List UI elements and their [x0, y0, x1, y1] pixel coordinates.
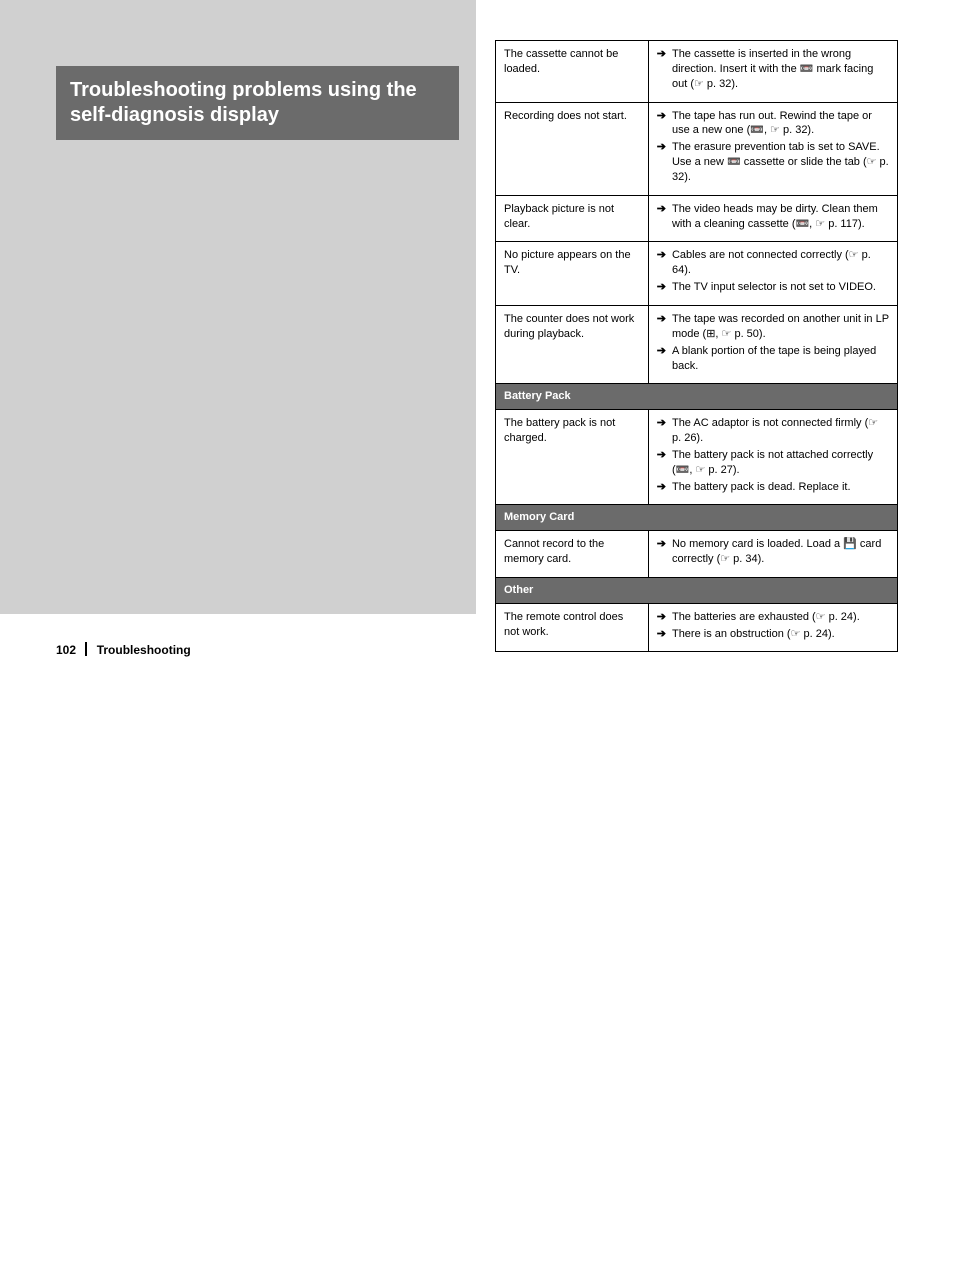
cause-text: The tape was recorded on another unit in… — [672, 312, 889, 342]
arrow-icon: ➔ — [657, 202, 666, 232]
right-diagnosis-table: The cassette cannot be loaded. ➔ The cas… — [495, 40, 898, 652]
cause-text: The TV input selector is not set to VIDE… — [672, 280, 889, 295]
arrow-icon: ➔ — [657, 47, 666, 92]
table-group-header: Battery Pack — [496, 384, 898, 410]
cause-text: The cassette is inserted in the wrong di… — [672, 47, 889, 92]
arrow-icon: ➔ — [657, 627, 666, 642]
arrow-icon: ➔ — [657, 109, 666, 139]
cause-text: There is an obstruction (☞ p. 24). — [672, 627, 889, 642]
symptom-cell: No picture appears on the TV. — [496, 242, 649, 306]
footer-divider-icon — [85, 642, 87, 656]
arrow-icon: ➔ — [657, 280, 666, 295]
cause-cell: ➔ The cassette is inserted in the wrong … — [648, 41, 897, 103]
symptom-cell: The remote control does not work. — [496, 603, 649, 652]
table-row: No picture appears on the TV. ➔ Cables a… — [496, 242, 898, 306]
arrow-icon: ➔ — [657, 610, 666, 625]
cause-cell: ➔ No memory card is loaded. Load a 💾 car… — [648, 531, 897, 578]
cause-text: The erasure prevention tab is set to SAV… — [672, 140, 889, 185]
cause-text: The tape has run out. Rewind the tape or… — [672, 109, 889, 139]
right-column: The cassette cannot be loaded. ➔ The cas… — [495, 40, 898, 652]
cause-text: The battery pack is not attached correct… — [672, 448, 889, 478]
cause-text: The AC adaptor is not connected firmly (… — [672, 416, 889, 446]
cause-text: The battery pack is dead. Replace it. — [672, 480, 889, 495]
table-row: The remote control does not work. ➔ The … — [496, 603, 898, 652]
table-group-header: Other — [496, 577, 898, 603]
symptom-cell: The counter does not work during playbac… — [496, 305, 649, 383]
cause-text: The batteries are exhausted (☞ p. 24). — [672, 610, 889, 625]
arrow-icon: ➔ — [657, 448, 666, 478]
cause-cell: ➔ The tape has run out. Rewind the tape … — [648, 102, 897, 195]
table-row: Playback picture is not clear. ➔ The vid… — [496, 195, 898, 242]
table-row: Recording does not start. ➔ The tape has… — [496, 102, 898, 195]
cause-text: No memory card is loaded. Load a 💾 card … — [672, 537, 889, 567]
symptom-cell: The cassette cannot be loaded. — [496, 41, 649, 103]
footer-section-label: Troubleshooting — [97, 643, 191, 657]
table-group-header: Memory Card — [496, 505, 898, 531]
arrow-icon: ➔ — [657, 537, 666, 567]
table-row: The cassette cannot be loaded. ➔ The cas… — [496, 41, 898, 103]
arrow-icon: ➔ — [657, 480, 666, 495]
page-footer: 102 Troubleshooting — [56, 642, 191, 658]
table-row: The counter does not work during playbac… — [496, 305, 898, 383]
arrow-icon: ➔ — [657, 248, 666, 278]
page-number: 102 — [56, 643, 76, 657]
symptom-cell: Recording does not start. — [496, 102, 649, 195]
symptom-cell: The battery pack is not charged. — [496, 410, 649, 505]
cause-text: A blank portion of the tape is being pla… — [672, 344, 889, 374]
table-row: The battery pack is not charged. ➔ The A… — [496, 410, 898, 505]
table-row: Cannot record to the memory card. ➔ No m… — [496, 531, 898, 578]
symptom-cell: Cannot record to the memory card. — [496, 531, 649, 578]
arrow-icon: ➔ — [657, 312, 666, 342]
section-title: Troubleshooting problems using the self-… — [56, 66, 459, 140]
arrow-icon: ➔ — [657, 416, 666, 446]
cause-text: Cables are not connected correctly (☞ p.… — [672, 248, 889, 278]
cause-cell: ➔ Cables are not connected correctly (☞ … — [648, 242, 897, 306]
cause-text: The video heads may be dirty. Clean them… — [672, 202, 889, 232]
cause-cell: ➔ The AC adaptor is not connected firmly… — [648, 410, 897, 505]
cause-cell: ➔ The tape was recorded on another unit … — [648, 305, 897, 383]
symptom-cell: Playback picture is not clear. — [496, 195, 649, 242]
cause-cell: ➔ The batteries are exhausted (☞ p. 24).… — [648, 603, 897, 652]
cause-cell: ➔ The video heads may be dirty. Clean th… — [648, 195, 897, 242]
arrow-icon: ➔ — [657, 140, 666, 185]
arrow-icon: ➔ — [657, 344, 666, 374]
